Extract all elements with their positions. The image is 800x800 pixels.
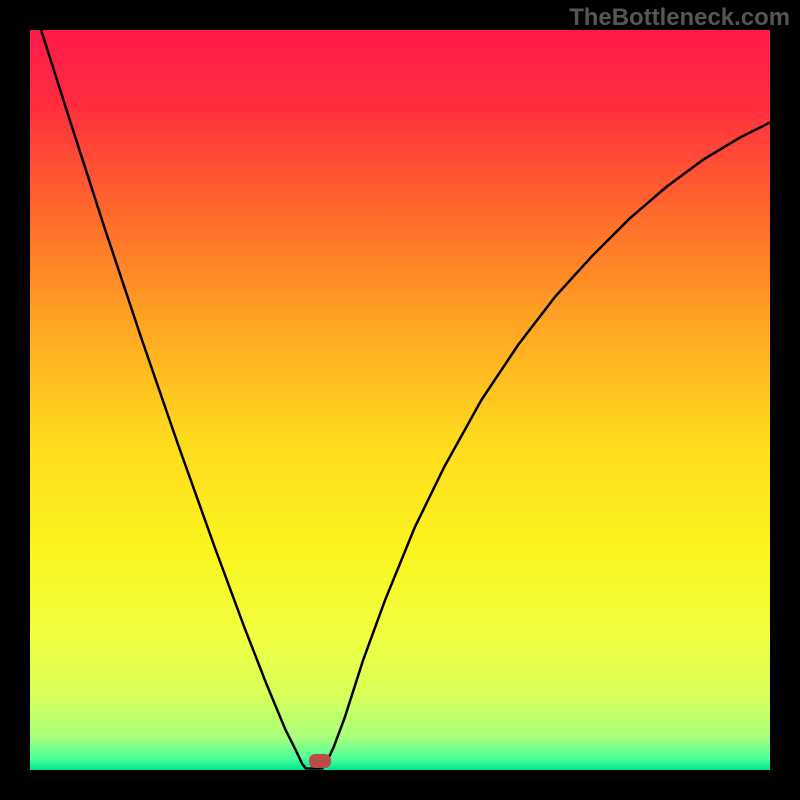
watermark-text: TheBottleneck.com [569, 4, 790, 32]
plot-area [30, 30, 770, 770]
optimal-point-marker [309, 754, 331, 768]
chart-canvas: TheBottleneck.com [0, 0, 800, 800]
bottleneck-curve [30, 30, 770, 770]
